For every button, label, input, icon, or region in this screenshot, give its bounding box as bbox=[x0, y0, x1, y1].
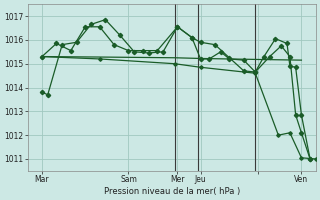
X-axis label: Pression niveau de la mer( hPa ): Pression niveau de la mer( hPa ) bbox=[104, 187, 240, 196]
